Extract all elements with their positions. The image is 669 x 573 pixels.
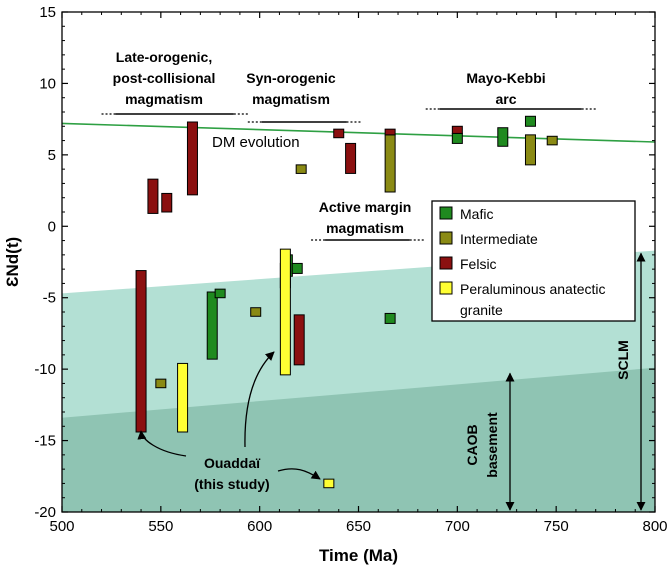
x-tick-label: 650 <box>346 518 371 535</box>
ouaddai-label: Ouaddaï <box>204 455 261 471</box>
data-bar <box>293 314 305 366</box>
ouaddai-arrow-up <box>244 351 275 448</box>
y-tick-label: 15 <box>39 4 56 21</box>
ouaddai-label: (this study) <box>194 476 269 492</box>
data-bar <box>291 262 303 274</box>
legend-label: Felsic <box>460 256 497 272</box>
late-orogenic-label: post-collisional <box>113 70 216 86</box>
syn-orogenic-label: Syn-orogenic <box>246 70 336 86</box>
y-tick-label: 0 <box>48 218 56 235</box>
data-bar <box>451 125 463 134</box>
ouaddai-arrow-left <box>137 430 187 457</box>
data-bar <box>279 248 291 376</box>
data-bar <box>497 127 509 147</box>
legend-label: Mafic <box>460 206 493 222</box>
ouaddai-arrow-right <box>277 468 321 480</box>
data-bar <box>206 291 218 360</box>
legend-box <box>431 200 636 322</box>
data-bar <box>451 132 463 144</box>
data-bar <box>333 128 345 139</box>
data-bar <box>177 362 189 433</box>
legend-label: Intermediate <box>460 231 538 247</box>
y-axis-title: ƐNd(t) <box>3 237 22 287</box>
caob-label: basement <box>484 412 500 478</box>
data-bar <box>384 312 396 324</box>
x-axis-title: Time (Ma) <box>319 546 398 565</box>
data-bar <box>214 288 226 299</box>
late-orogenic-label: magmatism <box>125 91 203 107</box>
y-tick-label: -10 <box>34 361 56 378</box>
data-bar <box>295 164 307 174</box>
sclm-label: SCLM <box>615 340 631 380</box>
x-tick-label: 700 <box>445 518 470 535</box>
data-bar <box>524 134 536 166</box>
data-bar <box>155 378 167 389</box>
active-margin-label: magmatism <box>326 220 404 236</box>
legend-swatch <box>439 281 453 295</box>
x-tick-label: 550 <box>148 518 173 535</box>
syn-orogenic-label: magmatism <box>252 91 330 107</box>
y-tick-label: -5 <box>43 290 56 307</box>
x-tick-label: 500 <box>49 518 74 535</box>
data-bar <box>147 178 159 214</box>
legend-swatch <box>439 231 453 245</box>
data-bar <box>384 128 396 136</box>
dm-evolution-label: DM evolution <box>212 134 300 151</box>
x-tick-label: 750 <box>544 518 569 535</box>
legend-swatch <box>439 256 453 270</box>
data-bar <box>135 270 147 433</box>
late-orogenic-label: Late-orogenic, <box>116 49 212 65</box>
y-tick-label: -15 <box>34 433 56 450</box>
data-bar <box>323 478 335 489</box>
legend-label: Peraluminous anatectic <box>460 281 606 297</box>
legend-swatch <box>439 206 453 220</box>
caob-label: CAOB <box>464 424 480 465</box>
data-bar <box>345 142 357 174</box>
x-tick-label: 600 <box>247 518 272 535</box>
dm-evolution-line <box>61 122 656 143</box>
y-tick-label: 10 <box>39 75 56 92</box>
data-bar <box>524 115 536 127</box>
x-tick-label: 800 <box>642 518 667 535</box>
data-bar <box>384 134 396 193</box>
data-bar <box>186 121 198 196</box>
legend-label: granite <box>460 302 503 318</box>
data-bar <box>546 135 558 146</box>
data-bar <box>161 192 173 213</box>
y-tick-label: -20 <box>34 504 56 521</box>
active-margin-label: Active margin <box>319 199 412 215</box>
data-bar <box>250 307 262 317</box>
mayo-kebbi-label: arc <box>495 91 516 107</box>
y-tick-label: 5 <box>48 147 56 164</box>
mayo-kebbi-label: Mayo-Kebbi <box>466 70 545 86</box>
